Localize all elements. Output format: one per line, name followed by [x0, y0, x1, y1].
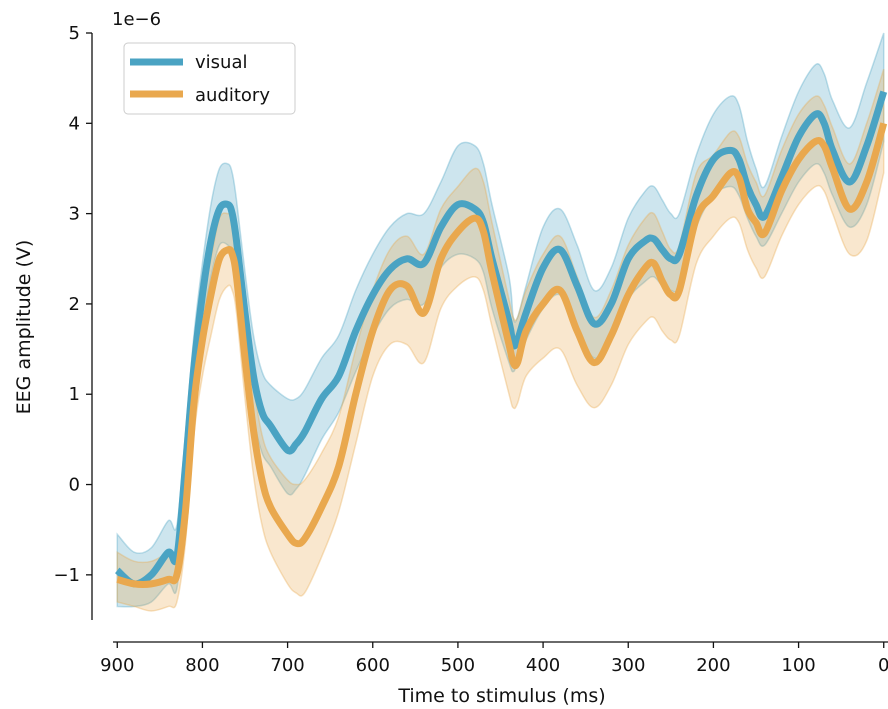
x-tick-label: 400 — [526, 655, 560, 676]
x-tick-label: 800 — [185, 655, 219, 676]
x-axis: 900 800 700 600 500 400 300 200 100 0 — [100, 641, 888, 676]
x-tick-label: 900 — [100, 655, 134, 676]
x-tick-label: 600 — [356, 655, 390, 676]
y-tick-label: 1 — [69, 384, 80, 405]
x-tick-label: 500 — [441, 655, 475, 676]
y-offset-label: 1e−6 — [112, 9, 161, 30]
x-tick-label: 300 — [611, 655, 645, 676]
ci-band-auditory — [116, 68, 885, 612]
x-tick-label: 100 — [781, 655, 815, 676]
x-axis-title: Time to stimulus (ms) — [397, 685, 605, 707]
series-line-auditory — [116, 122, 888, 588]
x-tick-label: 0 — [878, 655, 888, 676]
y-tick-label: −1 — [53, 565, 80, 586]
legend-label-visual: visual — [195, 52, 247, 73]
x-tick-label: 200 — [696, 655, 730, 676]
series-lines — [114, 90, 888, 588]
y-tick-label: 0 — [69, 475, 80, 496]
legend: visual auditory — [123, 42, 296, 115]
y-tick-label: 5 — [69, 23, 80, 44]
y-axis-title: EEG amplitude (V) — [13, 240, 35, 415]
y-tick-label: 4 — [69, 113, 80, 134]
x-tick-label: 700 — [270, 655, 304, 676]
y-tick-label: 2 — [69, 294, 80, 315]
y-axis: −1 0 1 2 3 4 5 — [53, 23, 93, 620]
legend-label-auditory: auditory — [195, 85, 270, 106]
y-tick-label: 3 — [69, 204, 80, 225]
